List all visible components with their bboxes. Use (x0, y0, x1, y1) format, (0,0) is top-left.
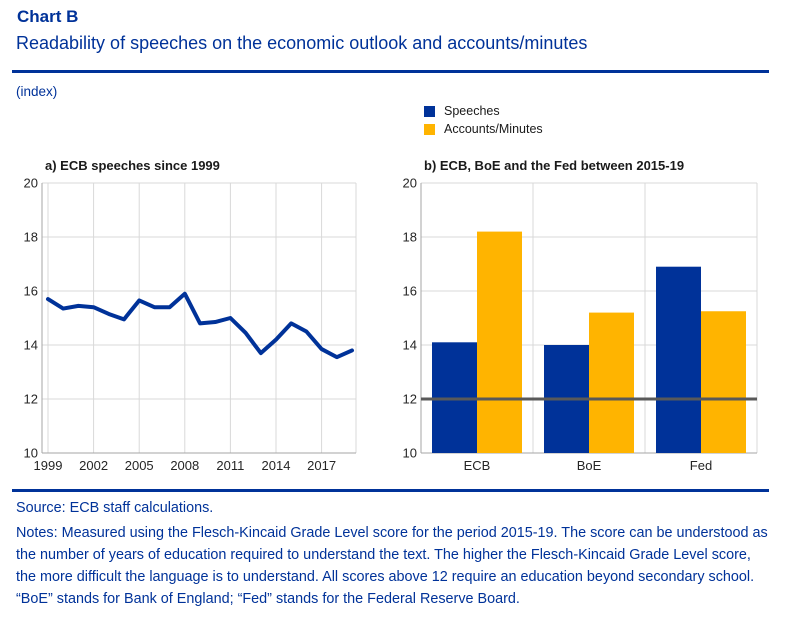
svg-text:2014: 2014 (262, 458, 291, 473)
legend-label-speeches: Speeches (444, 104, 500, 118)
legend: Speeches Accounts/Minutes (424, 102, 543, 138)
svg-text:10: 10 (24, 446, 38, 461)
panel-b-title: b) ECB, BoE and the Fed between 2015-19 (424, 158, 685, 173)
svg-text:16: 16 (24, 284, 38, 299)
svg-text:16: 16 (403, 284, 417, 299)
bar-chart-central-banks: 10 12 14 16 18 20 ECB BoE Fed (403, 176, 758, 473)
svg-text:14: 14 (24, 338, 38, 353)
line-chart-ecb-speeches: 10 12 14 16 18 20 1999 2002 2005 2008 2011 2014 2017 (24, 176, 357, 473)
svg-text:2008: 2008 (170, 458, 199, 473)
svg-text:2017: 2017 (307, 458, 336, 473)
svg-text:20: 20 (24, 176, 38, 191)
page-title: Readability of speeches on the economic … (16, 33, 588, 53)
svg-text:ECB: ECB (464, 458, 491, 473)
bottom-divider (12, 489, 769, 492)
svg-text:18: 18 (24, 230, 38, 245)
svg-text:2005: 2005 (125, 458, 154, 473)
unit-label: (index) (16, 84, 58, 99)
svg-text:14: 14 (403, 338, 417, 353)
svg-text:12: 12 (403, 392, 417, 407)
svg-text:20: 20 (403, 176, 417, 191)
source-note: Source: ECB staff calculations. (16, 500, 214, 516)
svg-text:12: 12 (24, 392, 38, 407)
svg-text:BoE: BoE (577, 458, 602, 473)
legend-item-speeches: Speeches (424, 102, 543, 120)
legend-label-accounts-minutes: Accounts/Minutes (444, 122, 543, 136)
panel-a-title: a) ECB speeches since 1999 (45, 158, 220, 173)
svg-text:18: 18 (403, 230, 417, 245)
svg-text:10: 10 (403, 446, 417, 461)
svg-text:Fed: Fed (690, 458, 712, 473)
svg-text:2011: 2011 (216, 458, 244, 473)
accounts-minutes-swatch-icon (424, 123, 435, 135)
speeches-swatch-icon (424, 105, 435, 117)
top-divider (12, 70, 769, 73)
svg-text:1999: 1999 (34, 458, 63, 473)
legend-item-accounts-minutes: Accounts/Minutes (424, 120, 543, 138)
notes-text: Notes: Measured using the Flesch-Kincaid… (16, 525, 768, 607)
chart-label: Chart B (17, 7, 79, 26)
svg-text:2002: 2002 (79, 458, 108, 473)
